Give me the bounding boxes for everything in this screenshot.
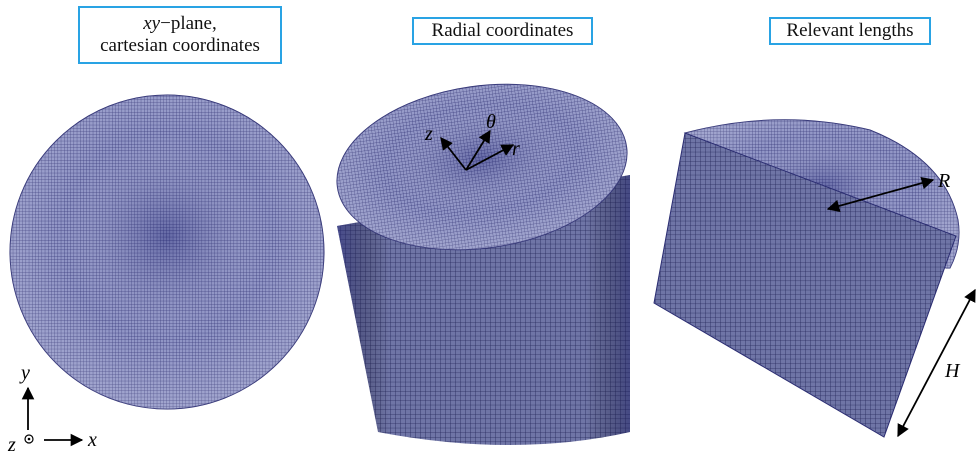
radial-label-theta: θ — [486, 111, 496, 133]
disk-mesh-center-shade — [10, 95, 324, 409]
title-cartesian: cartesian coordinates — [100, 35, 260, 56]
radial-label-r: r — [512, 138, 520, 160]
radial-z-arrow — [440, 137, 467, 171]
axis-label-z: z — [7, 434, 16, 456]
length-label-H: H — [944, 360, 961, 382]
length-label-R: R — [937, 170, 950, 192]
panel-title-lengths: Relevant lengths — [769, 17, 931, 45]
radius-arrow — [826, 176, 935, 213]
z-axis-dot-center — [27, 437, 31, 441]
radial-theta-arrow — [465, 129, 491, 171]
cylinder-top-shade — [336, 84, 628, 250]
axis-label-x: x — [87, 429, 97, 451]
title-plane: −plane, — [160, 13, 217, 34]
height-arrow — [897, 288, 976, 438]
axis-label-y: y — [19, 362, 30, 384]
panel-title-radial: Radial coordinates — [412, 17, 593, 45]
z-axis-dot-icon — [24, 434, 34, 444]
panel-title-cartesian: xy−plane, cartesian coordinates — [78, 6, 282, 64]
title-xy: xy — [143, 13, 161, 34]
radial-r-arrow — [465, 144, 515, 171]
radial-label-z: z — [424, 123, 433, 145]
